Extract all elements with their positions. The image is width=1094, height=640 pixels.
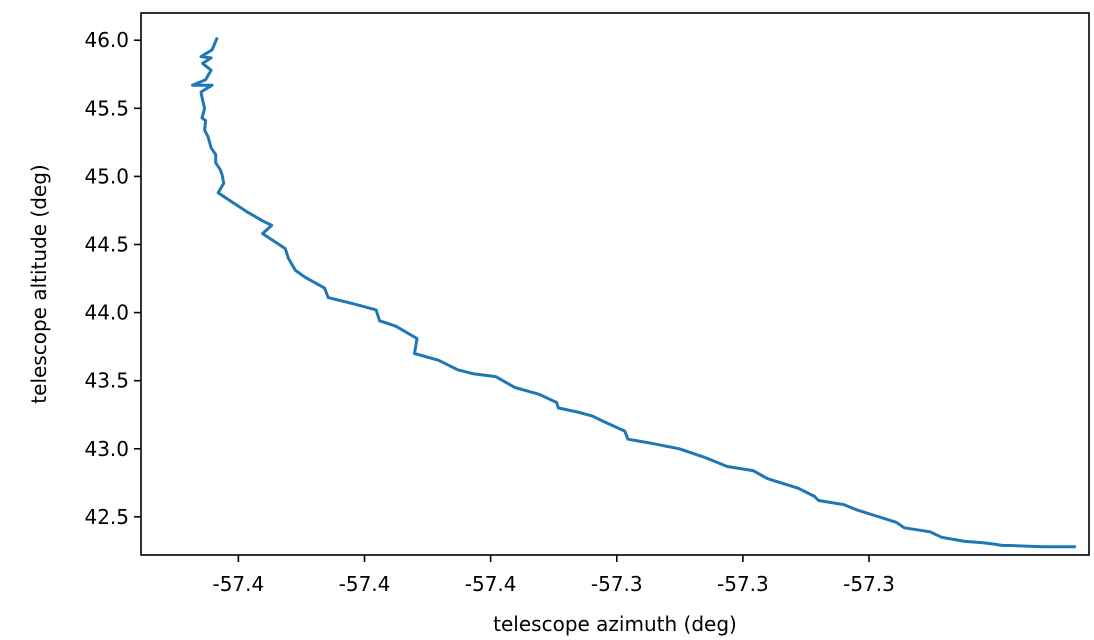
x-axis-label: telescope azimuth (deg): [493, 612, 737, 636]
x-tick-label: -57.4: [212, 572, 264, 596]
y-axis-label: telescope altitude (deg): [27, 164, 51, 403]
y-tick-label: 43.5: [84, 369, 129, 393]
y-tick-label: 42.5: [84, 505, 129, 529]
x-tick-label: -57.3: [843, 572, 895, 596]
y-tick-label: 45.0: [84, 164, 129, 188]
axis-ticks: -57.4 -57.4 -57.4 -57.3 -57.3 -57.3 42.5 43.0 43…: [84, 28, 894, 596]
x-tick-label: -57.4: [465, 572, 517, 596]
y-tick-label: 44.0: [84, 301, 129, 325]
x-tick-label: -57.3: [717, 572, 769, 596]
y-tick-label: 46.0: [84, 28, 129, 52]
y-tick-label: 44.5: [84, 233, 129, 257]
x-tick-label: -57.4: [339, 572, 391, 596]
y-tick-label: 43.0: [84, 437, 129, 461]
plot-frame: [140, 12, 1090, 556]
series-line: [191, 36, 1076, 549]
y-tick-label: 45.5: [84, 96, 129, 120]
x-tick-label: -57.3: [591, 572, 643, 596]
